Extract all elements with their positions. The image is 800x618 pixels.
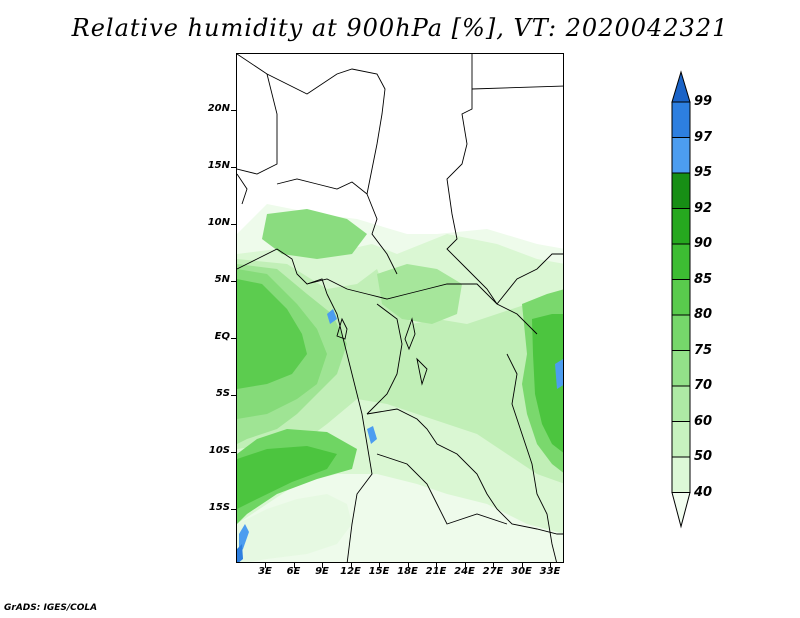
- colorbar-segment: [671, 137, 691, 174]
- lon-tick-label: 21E: [425, 566, 447, 577]
- colorbar-level-label: 70: [694, 378, 713, 393]
- colorbar-segment: [671, 279, 691, 316]
- colorbar-segment: [671, 101, 691, 138]
- colorbar-segment: [671, 421, 691, 458]
- colorbar-segment: [671, 314, 691, 351]
- border-line: [446, 54, 498, 305]
- lat-tick-mark: [231, 509, 237, 510]
- lon-tick-mark: [464, 563, 466, 568]
- lon-tick-mark: [293, 563, 295, 568]
- humidity-region-85-east: [532, 314, 563, 453]
- colorbar-segment: [671, 350, 691, 387]
- humidity-region-97-pocket: [237, 544, 243, 562]
- lat-tick-label: 5N: [214, 274, 230, 285]
- colorbar-segment: [671, 456, 691, 493]
- colorbar-level-label: 95: [694, 165, 713, 180]
- colorbar-level-label: 80: [694, 307, 713, 322]
- humidity-region-75-north: [262, 209, 367, 259]
- border-line: [366, 303, 403, 415]
- border-line: [336, 317, 348, 340]
- lon-tick-mark: [265, 563, 266, 568]
- lat-tick-label: 10S: [208, 445, 230, 456]
- lon-tick-mark: [322, 563, 323, 568]
- colorbar-top-triangle: [671, 70, 691, 103]
- lat-tick-label: 10N: [207, 217, 230, 228]
- border-line: [506, 353, 557, 562]
- lon-tick-label: 30E: [511, 566, 532, 577]
- lon-tick-mark: [493, 563, 494, 568]
- lon-tick-label: 6E: [286, 566, 301, 577]
- border-line: [237, 248, 328, 295]
- border-line: [376, 453, 508, 525]
- border-line: [237, 73, 278, 175]
- lon-tick-label: 24E: [454, 566, 475, 577]
- colorbar-segment: [671, 243, 691, 280]
- lat-tick-mark: [231, 395, 237, 396]
- colorbar-segment: [671, 385, 691, 422]
- lon-tick-label: 15E: [368, 566, 390, 577]
- lat-tick-label: 15N: [207, 160, 230, 171]
- lat-tick-mark: [231, 167, 237, 168]
- chart-title: Relative humidity at 900hPa [%], VT: 202…: [71, 14, 729, 42]
- colorbar-level-label: 50: [694, 449, 713, 464]
- colorbar: [671, 70, 691, 529]
- lon-tick-mark: [407, 563, 409, 568]
- border-line: [366, 408, 563, 535]
- lat-tick-label: 15S: [208, 502, 230, 513]
- colorbar-level-label: 97: [694, 129, 713, 145]
- borders: [237, 54, 563, 562]
- lon-tick-mark: [436, 563, 437, 568]
- humidity-region-95-lake: [367, 426, 377, 444]
- humidity-region-95-east: [555, 359, 563, 389]
- colorbar-level-label: 40: [694, 484, 713, 500]
- lat-tick-mark: [231, 281, 237, 282]
- colorbar-level-label: 75: [694, 342, 713, 358]
- colorbar-level-label: 99: [694, 94, 713, 109]
- border-line: [471, 85, 563, 90]
- lon-tick-label: 18E: [397, 566, 418, 577]
- border-line: [416, 357, 428, 386]
- colorbar-level-label: 60: [694, 413, 713, 429]
- border-line: [276, 178, 368, 195]
- colorbar-segment: [671, 172, 691, 209]
- lon-tick-label: 12E: [340, 566, 361, 577]
- lon-tick-mark: [379, 563, 380, 568]
- humidity-region-95-coast: [327, 309, 337, 324]
- colorbar-level-label: 90: [694, 236, 713, 251]
- map-panel: [236, 53, 564, 563]
- lon-tick-mark: [550, 563, 551, 568]
- border-line: [404, 317, 416, 351]
- border-line: [496, 253, 563, 305]
- lat-tick-mark: [231, 110, 237, 111]
- border-line: [237, 173, 248, 205]
- humidity-region-80-coast: [237, 279, 307, 389]
- border-line: [326, 293, 373, 562]
- lon-tick-mark: [350, 563, 352, 568]
- colorbar-level-label: 85: [694, 271, 713, 287]
- lon-tick-label: 33E: [539, 566, 561, 577]
- humidity-region-85-southwest: [237, 446, 337, 509]
- lon-tick-label: 3E: [258, 566, 272, 577]
- credit-text: GrADS: IGES/COLA: [4, 603, 98, 613]
- border-line: [306, 278, 538, 335]
- lon-tick-label: 9E: [315, 566, 329, 577]
- lat-tick-label: 5S: [215, 388, 230, 399]
- lon-tick-mark: [521, 563, 523, 568]
- humidity-map: [237, 54, 563, 562]
- lat-tick-mark: [231, 224, 237, 225]
- lat-tick-mark: [231, 452, 237, 453]
- colorbar-level-label: 92: [694, 200, 713, 216]
- lon-tick-label: 27E: [482, 566, 504, 577]
- colorbar-bottom-triangle: [671, 492, 691, 529]
- humidity-shading: [237, 204, 563, 562]
- humidity-region-50-south: [237, 494, 352, 562]
- colorbar-segment: [671, 208, 691, 245]
- lat-tick-mark: [231, 338, 237, 339]
- lat-tick-label: EQ: [214, 331, 230, 342]
- humidity-region-70-central: [377, 264, 462, 324]
- lat-tick-label: 20N: [207, 103, 230, 114]
- border-line: [237, 54, 398, 275]
